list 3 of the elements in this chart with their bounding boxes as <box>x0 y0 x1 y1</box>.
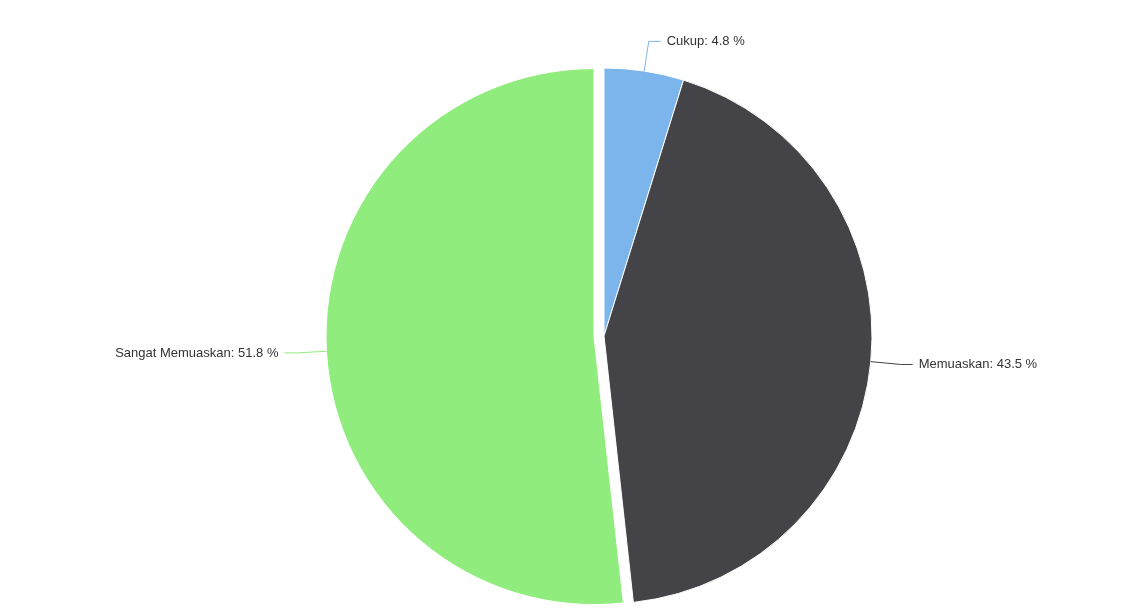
slice-label: Sangat Memuaskan: 51.8 % <box>115 344 279 360</box>
slice-label: Memuaskan: 43.5 % <box>918 356 1038 372</box>
slice-label: Cukup: 4.8 % <box>666 33 746 49</box>
